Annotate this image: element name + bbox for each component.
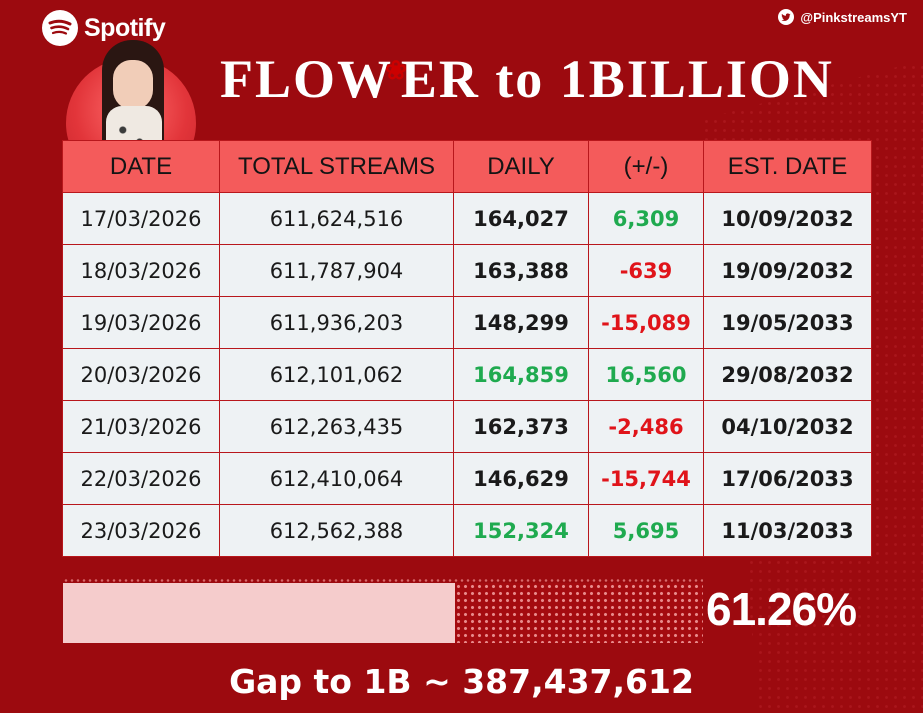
header-est-date: EST. DATE — [703, 140, 872, 193]
header-daily: DAILY — [453, 140, 589, 193]
spotify-wordmark: Spotify — [84, 13, 166, 42]
cell-total: 612,562,388 — [219, 504, 454, 557]
table-row: 21/03/2026 612,263,435 162,373 -2,486 04… — [62, 400, 872, 453]
cell-est-date: 10/09/2032 — [703, 192, 872, 245]
cell-daily: 164,027 — [453, 192, 589, 245]
cell-est-date: 11/03/2033 — [703, 504, 872, 557]
title-part-1: FLOW — [220, 49, 394, 109]
table-row: 18/03/2026 611,787,904 163,388 -639 19/0… — [62, 244, 872, 297]
flower-icon: ❀ — [385, 56, 409, 85]
gap-to-1b: Gap to 1B ~ 387,437,612 — [229, 662, 694, 701]
cell-est-date: 04/10/2032 — [703, 400, 872, 453]
cell-date: 18/03/2026 — [62, 244, 220, 297]
table-row: 19/03/2026 611,936,203 148,299 -15,089 1… — [62, 296, 872, 349]
cell-daily: 148,299 — [453, 296, 589, 349]
cell-daily: 163,388 — [453, 244, 589, 297]
cell-change: -639 — [588, 244, 704, 297]
cell-total: 612,410,064 — [219, 452, 454, 505]
cell-date: 17/03/2026 — [62, 192, 220, 245]
progress-percent: 61.26% — [706, 583, 857, 635]
table-row: 23/03/2026 612,562,388 152,324 5,695 11/… — [62, 504, 872, 557]
cell-daily: 146,629 — [453, 452, 589, 505]
cell-change: -2,486 — [588, 400, 704, 453]
table-row: 22/03/2026 612,410,064 146,629 -15,744 1… — [62, 452, 872, 505]
cell-total: 612,101,062 — [219, 348, 454, 401]
cell-date: 21/03/2026 — [62, 400, 220, 453]
cell-date: 19/03/2026 — [62, 296, 220, 349]
cell-change: 5,695 — [588, 504, 704, 557]
cell-daily: 164,859 — [453, 348, 589, 401]
progress-bar — [63, 579, 703, 643]
spotify-icon — [42, 10, 78, 46]
twitter-icon — [778, 9, 795, 25]
cell-total: 611,787,904 — [219, 244, 454, 297]
cell-daily: 152,324 — [453, 504, 589, 557]
cell-date: 22/03/2026 — [62, 452, 220, 505]
progress-fill — [63, 583, 455, 643]
twitter-handle[interactable]: @PinkstreamsYT — [778, 9, 907, 25]
table-header-row: DATE TOTAL STREAMS DAILY (+/-) EST. DATE — [62, 140, 872, 193]
cell-date: 23/03/2026 — [62, 504, 220, 557]
table-row: 17/03/2026 611,624,516 164,027 6,309 10/… — [62, 192, 872, 245]
header-total-streams: TOTAL STREAMS — [219, 140, 454, 193]
progress-track — [455, 583, 703, 643]
page-title: FLOW❀ER to 1BILLION — [220, 48, 832, 110]
cell-change: 16,560 — [588, 348, 704, 401]
cell-total: 611,624,516 — [219, 192, 454, 245]
artist-photo — [66, 40, 196, 150]
cell-est-date: 17/06/2033 — [703, 452, 872, 505]
spotify-logo: Spotify — [42, 10, 166, 46]
cell-daily: 162,373 — [453, 400, 589, 453]
cell-est-date: 19/05/2033 — [703, 296, 872, 349]
cell-change: -15,089 — [588, 296, 704, 349]
cell-change: -15,744 — [588, 452, 704, 505]
cell-change: 6,309 — [588, 192, 704, 245]
header-date: DATE — [62, 140, 220, 193]
cell-date: 20/03/2026 — [62, 348, 220, 401]
title-part-2: ER to 1BILLION — [400, 49, 834, 109]
cell-total: 611,936,203 — [219, 296, 454, 349]
cell-total: 612,263,435 — [219, 400, 454, 453]
cell-est-date: 19/09/2032 — [703, 244, 872, 297]
streams-table: DATE TOTAL STREAMS DAILY (+/-) EST. DATE… — [62, 140, 872, 557]
header-change: (+/-) — [588, 140, 704, 193]
cell-est-date: 29/08/2032 — [703, 348, 872, 401]
handle-text: @PinkstreamsYT — [800, 9, 907, 25]
table-row: 20/03/2026 612,101,062 164,859 16,560 29… — [62, 348, 872, 401]
